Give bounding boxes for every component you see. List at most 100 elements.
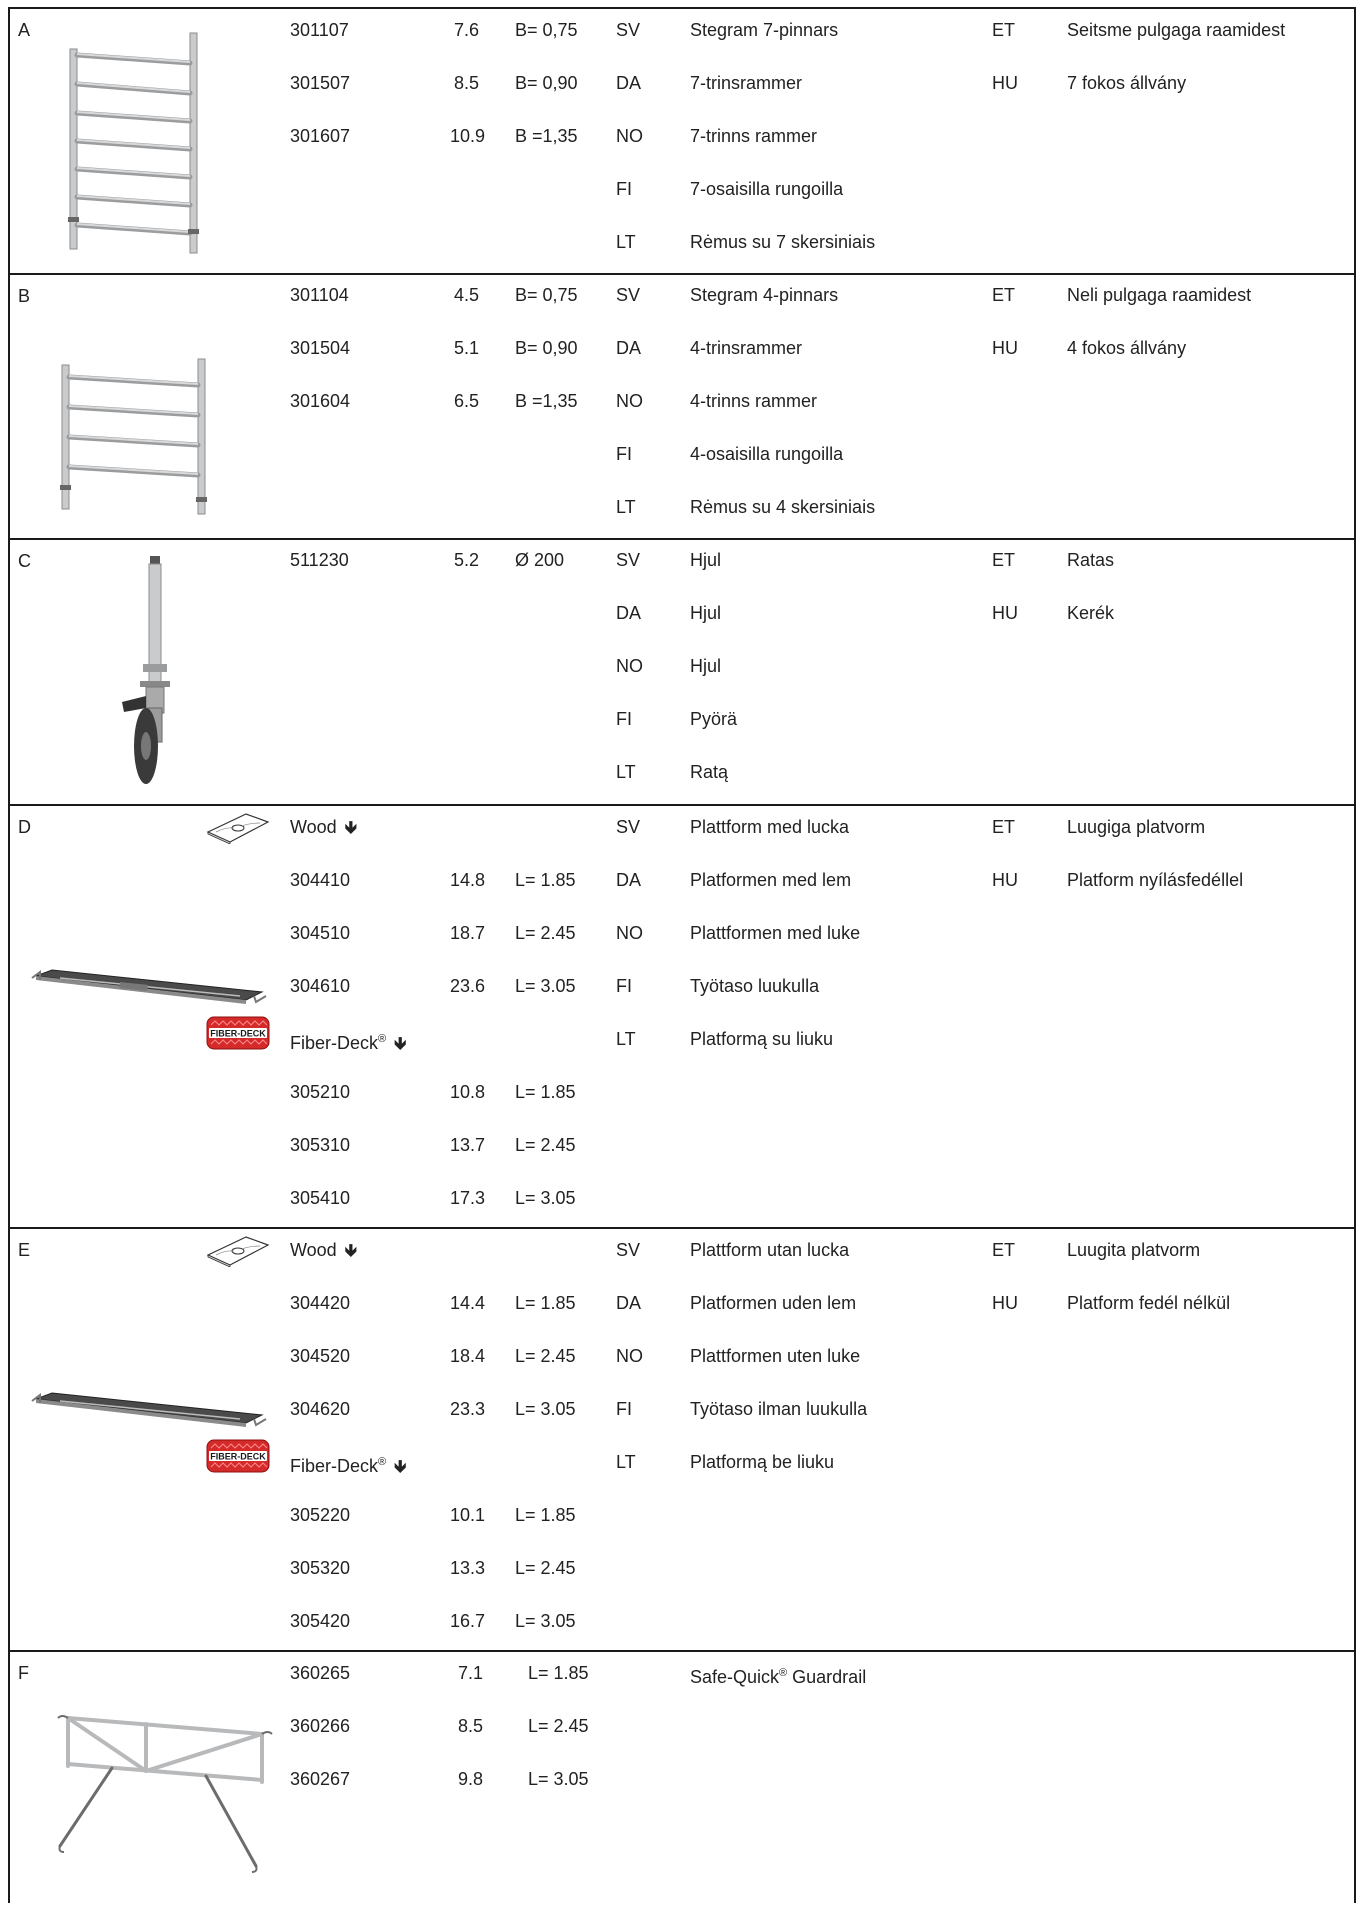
article-weight: 16.7 bbox=[450, 1611, 486, 1631]
translation-text: 4-osaisilla rungoilla bbox=[690, 444, 844, 464]
article-number: 305210 bbox=[290, 1082, 351, 1102]
translation-text: Stegram 7-pinnars bbox=[690, 20, 839, 40]
article-dimension: L= 2.45 bbox=[515, 1135, 576, 1155]
article-dimension: L= 1.85 bbox=[515, 1505, 576, 1525]
translation-text: 7-trinsrammer bbox=[690, 73, 803, 93]
translation-text: Platformen uden lem bbox=[690, 1293, 857, 1313]
translation-text: Plattformen med luke bbox=[690, 923, 861, 943]
article-dimension: L= 1.85 bbox=[515, 1293, 576, 1313]
translation-text: Platform nyílásfedéllel bbox=[1067, 870, 1244, 890]
article-number: 304510 bbox=[290, 923, 351, 943]
article-number: 301507 bbox=[290, 73, 351, 93]
section-letter: B bbox=[18, 286, 31, 306]
article-weight: 4.5 bbox=[454, 285, 480, 305]
article-number: 360267 bbox=[290, 1769, 351, 1789]
article-number: 304420 bbox=[290, 1293, 351, 1313]
article-weight: 23.3 bbox=[450, 1399, 486, 1419]
article-weight: 8.5 bbox=[454, 73, 480, 93]
article-number: 301607 bbox=[290, 126, 351, 146]
language-code: ET bbox=[992, 20, 1016, 40]
translation-text: 7-osaisilla rungoilla bbox=[690, 179, 844, 199]
translation-text: Plattformen uten luke bbox=[690, 1346, 861, 1366]
translation-text: 7-trinns rammer bbox=[690, 126, 818, 146]
article-dimension: Ø 200 bbox=[515, 550, 565, 570]
translation-text: 4-trinsrammer bbox=[690, 338, 803, 358]
down-arrow-icon: 🡻 bbox=[344, 1241, 357, 1260]
article-dimension: B= 0,75 bbox=[515, 20, 578, 40]
article-number: 305310 bbox=[290, 1135, 351, 1155]
translation-text: Luugiga platvorm bbox=[1067, 817, 1206, 837]
language-code: NO bbox=[616, 391, 643, 411]
article-dimension: B= 0,90 bbox=[515, 73, 578, 93]
translation-text: Hjul bbox=[690, 550, 722, 570]
fiber-deck-logo: FIBER-DECK bbox=[206, 1439, 270, 1473]
article-weight: 13.3 bbox=[450, 1558, 486, 1578]
article-weight: 14.8 bbox=[450, 870, 486, 890]
language-code: SV bbox=[616, 1240, 641, 1260]
article-weight: 5.2 bbox=[454, 550, 480, 570]
wood-label-text: Wood bbox=[290, 1240, 337, 1260]
language-code: HU bbox=[992, 338, 1018, 358]
article-weight: 5.1 bbox=[454, 338, 480, 358]
translation-text: Työtaso ilman luukulla bbox=[690, 1399, 868, 1419]
article-number: 305420 bbox=[290, 1611, 351, 1631]
language-code: DA bbox=[616, 338, 642, 358]
article-weight: 18.7 bbox=[450, 923, 486, 943]
registered-mark: ® bbox=[378, 1033, 387, 1045]
article-number: 304620 bbox=[290, 1399, 351, 1419]
article-dimension: B =1,35 bbox=[515, 391, 578, 411]
language-code: HU bbox=[992, 1293, 1018, 1313]
article-dimension: B= 0,75 bbox=[515, 285, 578, 305]
article-weight: 6.5 bbox=[454, 391, 480, 411]
translation-text: Platform fedél nélkül bbox=[1067, 1293, 1231, 1313]
wood-label-text: Wood bbox=[290, 817, 337, 837]
language-code: NO bbox=[616, 1346, 643, 1366]
fiber-deck-label: Fiber-Deck® 🡻 bbox=[290, 1028, 406, 1055]
article-number: 360266 bbox=[290, 1716, 351, 1736]
language-code: NO bbox=[616, 126, 643, 146]
article-weight: 18.4 bbox=[450, 1346, 486, 1366]
section-c: C 511230 5.2 Ø 200 SV Hjul DA Hjul NO Hj… bbox=[10, 540, 1354, 806]
article-dimension: L= 2.45 bbox=[528, 1716, 589, 1736]
product-name-suffix: Guardrail bbox=[787, 1667, 867, 1687]
language-code: LT bbox=[616, 1029, 636, 1049]
fiber-deck-logo-text: FIBER-DECK bbox=[210, 1452, 266, 1462]
article-dimension: B= 0,90 bbox=[515, 338, 578, 358]
article-number: 511230 bbox=[290, 550, 349, 570]
article-dimension: B =1,35 bbox=[515, 126, 578, 146]
section-letter: A bbox=[18, 20, 31, 40]
translation-text: Työtaso luukulla bbox=[690, 976, 820, 996]
article-number: 301504 bbox=[290, 338, 351, 358]
article-weight: 9.8 bbox=[458, 1769, 484, 1789]
translation-text: Kerék bbox=[1067, 603, 1115, 623]
article-dimension: L= 3.05 bbox=[515, 976, 576, 996]
article-number: 304520 bbox=[290, 1346, 351, 1366]
translation-text: 7 fokos állvány bbox=[1067, 73, 1187, 93]
translation-text: Plattform utan lucka bbox=[690, 1240, 850, 1260]
translation-text: Rėmus su 4 skersiniais bbox=[690, 497, 876, 517]
section-d: D Wood 🡻 304410 14.8 L= 1.85 304510 18.7 … bbox=[10, 806, 1354, 1229]
article-dimension: L= 3.05 bbox=[528, 1769, 589, 1789]
translation-text: Stegram 4-pinnars bbox=[690, 285, 839, 305]
language-code: FI bbox=[616, 179, 632, 199]
product-name: Safe-Quick® Guardrail bbox=[690, 1662, 866, 1688]
section-letter: F bbox=[18, 1663, 29, 1683]
translation-text: Platformą su liuku bbox=[690, 1029, 834, 1049]
language-code: LT bbox=[616, 1452, 636, 1472]
article-weight: 10.1 bbox=[450, 1505, 486, 1525]
language-code: LT bbox=[616, 232, 636, 252]
wood-label: Wood 🡻 bbox=[290, 816, 357, 839]
wood-label: Wood 🡻 bbox=[290, 1239, 357, 1262]
article-weight: 14.4 bbox=[450, 1293, 486, 1313]
down-arrow-icon: 🡻 bbox=[344, 818, 357, 837]
language-code: NO bbox=[616, 656, 643, 676]
language-code: FI bbox=[616, 1399, 632, 1419]
article-number: 304410 bbox=[290, 870, 351, 890]
article-dimension: L= 2.45 bbox=[515, 1346, 576, 1366]
article-weight: 10.8 bbox=[450, 1082, 486, 1102]
fiber-deck-label: Fiber-Deck® 🡻 bbox=[290, 1451, 406, 1478]
language-code: LT bbox=[616, 497, 636, 517]
section-e: E Wood 🡻 304420 14.4 L= 1.85 304520 18.4 … bbox=[10, 1229, 1354, 1652]
translation-text: Seitsme pulgaga raamidest bbox=[1067, 20, 1286, 40]
section-f: F 360265 bbox=[10, 1652, 1354, 1905]
